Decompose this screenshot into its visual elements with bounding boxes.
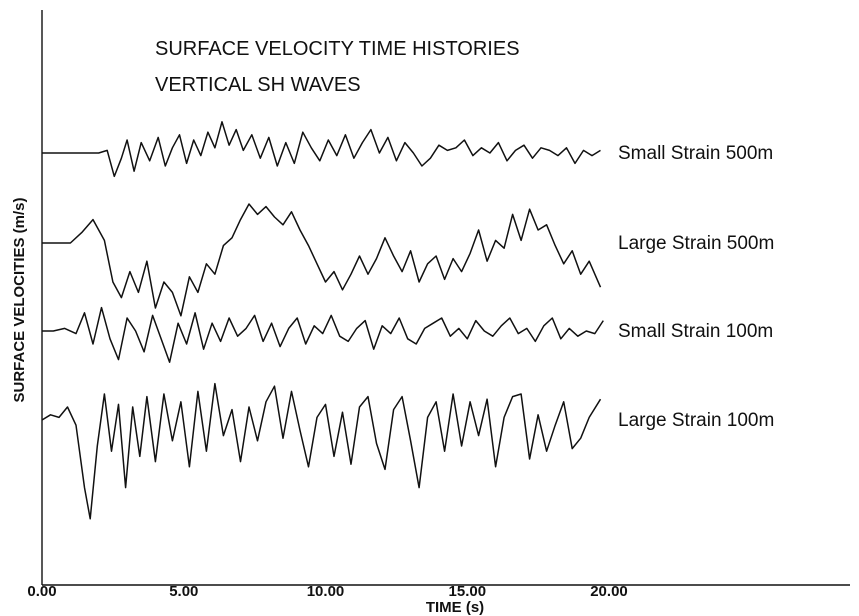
trace-label: Small Strain 100m bbox=[618, 321, 773, 342]
x-tick-label: 0.00 bbox=[27, 583, 56, 600]
trace-line bbox=[42, 306, 604, 363]
x-tick-label: 10.00 bbox=[307, 583, 345, 600]
chart-title: SURFACE VELOCITY TIME HISTORIES bbox=[155, 38, 520, 60]
trace-label: Large Strain 100m bbox=[618, 410, 774, 431]
chart-subtitle: VERTICAL SH WAVES bbox=[155, 74, 361, 96]
trace-label: Small Strain 500m bbox=[618, 143, 773, 164]
trace-label-group: Small Strain 500m Large Strain 500m Small … bbox=[618, 143, 774, 431]
trace-line bbox=[42, 203, 602, 317]
x-tick-label: 20.00 bbox=[590, 583, 628, 600]
x-tick-label: 15.00 bbox=[449, 583, 487, 600]
trace-label: Large Strain 500m bbox=[618, 233, 774, 254]
x-tick-label: 5.00 bbox=[169, 583, 198, 600]
trace-group bbox=[41, 121, 604, 520]
trace-line bbox=[41, 382, 602, 520]
x-axis-label: TIME (s) bbox=[426, 599, 484, 616]
x-tick-group: 0.00 5.00 10.00 15.00 20.00 bbox=[27, 583, 627, 600]
trace-line bbox=[42, 121, 601, 178]
y-axis-label: SURFACE VELOCITIES (m/s) bbox=[11, 197, 28, 402]
